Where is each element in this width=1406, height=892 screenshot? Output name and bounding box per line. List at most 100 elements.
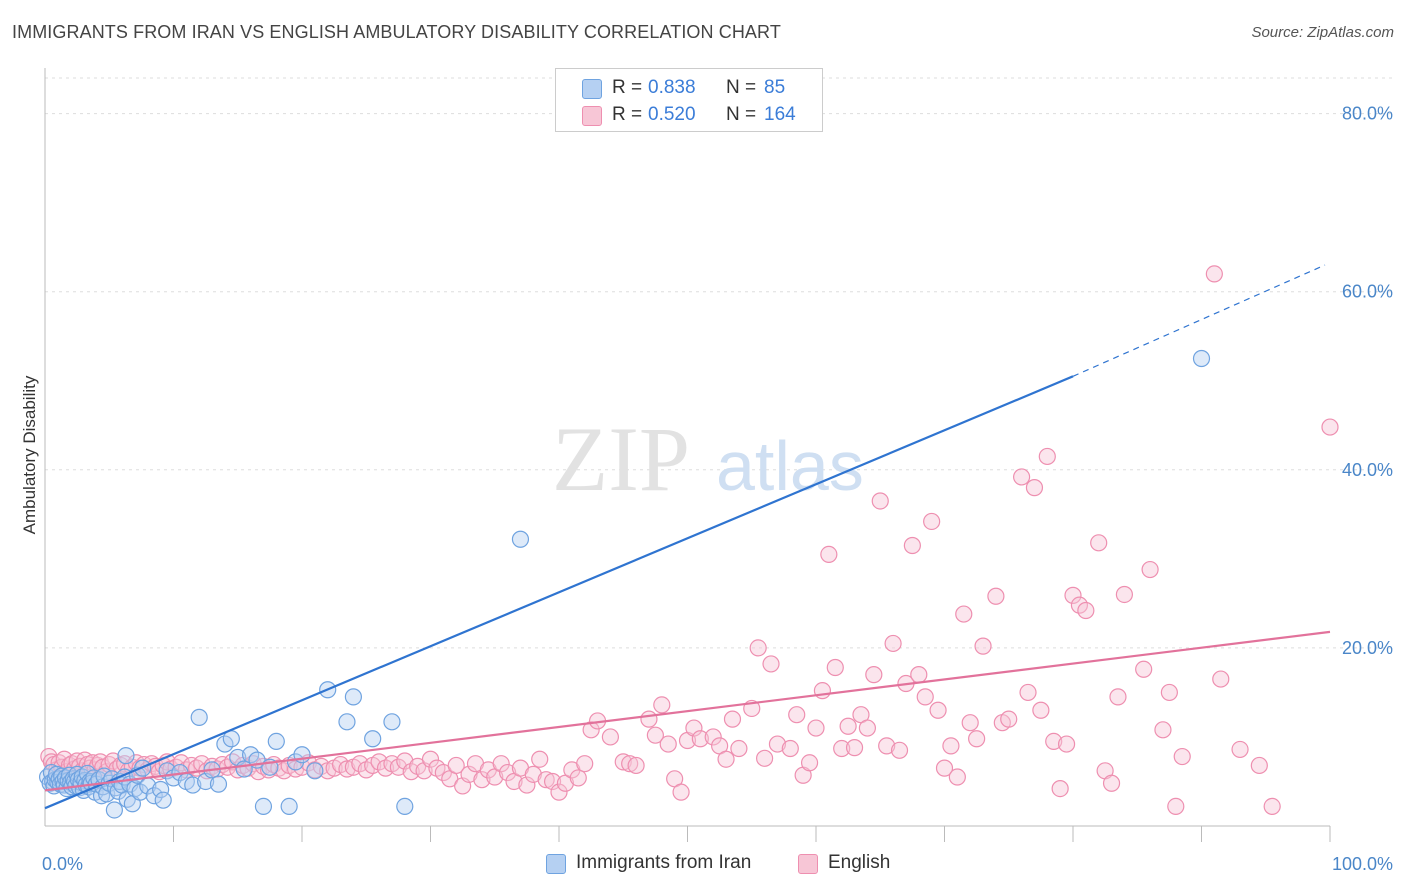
watermark-zip: ZIP [552,408,690,510]
iran-point [254,797,273,816]
english-point [788,706,806,724]
english-point [730,739,748,758]
english-point [1057,735,1076,753]
english-point [1038,447,1056,466]
english-point [1012,468,1031,486]
english-point [1141,560,1159,579]
r-value: 0.838 [648,77,696,98]
iran-point [117,747,135,765]
n-label: N = [726,77,757,98]
y-tick-labels: 20.0% 40.0% 60.0% 80.0% [1342,104,1393,658]
iran-point [209,775,228,793]
english-point [890,741,909,759]
english-point [1032,701,1050,719]
iran-point [280,797,298,816]
y-tick-label: 20.0% [1342,638,1393,658]
english-point [614,753,632,771]
english-point [704,728,722,746]
english-point [800,754,819,772]
english-point [537,771,555,789]
english-point [942,737,960,755]
english-point [550,783,568,801]
english-point [955,605,973,623]
english-point [1321,418,1339,436]
source-label: Source: ZipAtlas.com [1251,24,1394,41]
gridlines [45,77,1393,649]
y-tick-label: 80.0% [1342,104,1393,124]
english-point [1263,797,1281,816]
iran-point [152,780,170,799]
english-point [685,719,703,737]
r-label: R = [612,77,643,98]
english-point [582,721,600,739]
english-point [1045,732,1063,751]
english-point [884,634,902,653]
english-point [492,755,510,773]
english-point [717,750,735,768]
english-point [762,655,780,673]
english-point [845,739,864,757]
english-point [1064,586,1082,604]
english-point [935,759,954,777]
english-point [473,771,491,789]
english-point [1090,534,1108,552]
english-point [1212,670,1230,688]
english-point [601,728,620,746]
english-point [627,756,645,775]
english-point [755,749,774,767]
english-point [460,765,478,783]
english-point [974,637,992,655]
watermark: ZIP atlas [552,408,864,510]
iran-point [344,688,362,706]
english-point [518,776,536,794]
english-point [820,545,838,564]
english-point [878,737,896,755]
legend-swatch-english [798,854,818,874]
english-point [948,768,966,786]
iran-point [383,713,401,731]
english-point [807,719,825,737]
legend-label-english: English [828,852,891,873]
english-point [749,639,767,657]
english-point [531,750,549,768]
english-swatch [582,106,602,126]
legend-label-iran: Immigrants from Iran [576,852,752,873]
english-point [1115,585,1134,604]
english-point [1231,740,1249,759]
iran-point [306,762,324,780]
english-point [923,512,941,531]
english-point [543,772,562,791]
trend-lines [44,264,1331,810]
iran-point [338,713,356,731]
n-value: 164 [764,104,796,125]
english-point [659,735,677,753]
english-point [1109,688,1127,706]
english-point [961,714,979,732]
english-point [839,717,857,735]
english-point [672,783,690,801]
chart-title: IMMIGRANTS FROM IRAN VS ENGLISH AMBULATO… [12,22,781,42]
english-point [1205,265,1223,283]
iran-point [396,797,414,816]
x-tick-labels: 0.0% 100.0% [42,854,1393,874]
n-value: 85 [764,77,786,98]
stats-row-iran: R = 0.838 N = 85 [556,75,822,101]
iran-point [105,801,123,819]
english-point [968,730,986,748]
iran-point [184,776,202,794]
english-point [1000,710,1018,728]
english-point [621,755,639,773]
english-point [858,719,877,737]
english-point [768,735,787,753]
r-value: 0.520 [648,104,696,125]
english-point [1167,797,1185,816]
english-point [1019,683,1037,702]
english-point [499,763,517,782]
n-label: N = [726,104,757,125]
iran-point [154,791,172,809]
english-point [653,696,671,714]
x-tick-label: 100.0% [1332,854,1393,874]
y-tick-label: 60.0% [1342,282,1393,302]
english-point [640,710,658,728]
